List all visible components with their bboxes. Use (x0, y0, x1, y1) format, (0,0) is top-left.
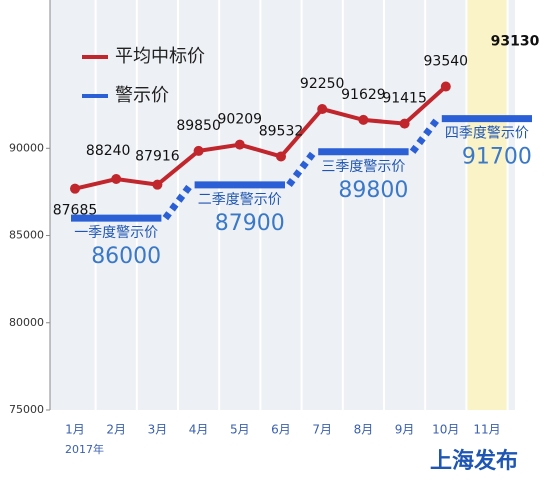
x-tick-label: 6月 (271, 423, 291, 437)
point (70, 183, 80, 194)
x-tick-label: 11月 (473, 423, 500, 437)
data-label: 89850 (176, 118, 221, 134)
point (399, 118, 410, 129)
warning-value: 89800 (338, 178, 408, 203)
point (111, 174, 122, 185)
data-label: 88240 (86, 143, 131, 159)
x-tick-label: 8月 (354, 423, 374, 437)
warning-name: 四季度警示价 (445, 126, 529, 142)
point (358, 114, 369, 125)
warning-name: 二季度警示价 (198, 192, 282, 208)
data-label: 90209 (218, 112, 263, 128)
data-label: 91415 (382, 91, 427, 107)
x-tick-label: 7月 (312, 423, 332, 437)
logo: 上海发布 (430, 448, 518, 474)
data-label: 92250 (300, 76, 345, 92)
point (234, 139, 245, 150)
x-tick-label: 5月 (230, 423, 250, 437)
year-label: 2017年 (65, 442, 104, 456)
x-tick-label: 9月 (395, 423, 415, 437)
warning-value: 87900 (215, 211, 285, 236)
point (440, 81, 451, 92)
warning-name: 三季度警示价 (321, 159, 405, 175)
y-tick-label: 80000 (9, 316, 44, 329)
point (317, 104, 328, 115)
data-label: 87916 (135, 149, 180, 165)
warning-name: 一季度警示价 (74, 225, 158, 241)
point (152, 179, 163, 190)
point (193, 145, 204, 156)
warning-value: 91700 (462, 145, 532, 170)
legend-label: 平均中标价 (115, 46, 205, 67)
warning-connector (409, 116, 441, 154)
legend-label: 警示价 (115, 85, 169, 106)
plot-bg (50, 0, 515, 410)
data-label: 93130 (491, 34, 540, 50)
line (74, 85, 448, 191)
x-tick-label: 10月 (432, 423, 459, 437)
data-label: 87685 (53, 203, 98, 219)
x-tick-label: 1月 (65, 423, 85, 437)
data-label: 89532 (259, 123, 304, 139)
x-tick-label: 4月 (189, 423, 209, 437)
data-label: 93540 (424, 54, 469, 70)
data-label: 91629 (341, 87, 386, 103)
y-tick-label: 75000 (9, 403, 44, 416)
y-tick-label: 85000 (9, 229, 44, 242)
warning-connector (286, 149, 317, 188)
y-tick-label: 90000 (9, 141, 44, 154)
highlight-band (467, 0, 507, 410)
warning-connector (162, 182, 194, 221)
x-tick-label: 2月 (106, 423, 126, 437)
x-tick-label: 3月 (148, 423, 168, 437)
warning-value: 86000 (91, 244, 161, 269)
point (276, 151, 286, 162)
